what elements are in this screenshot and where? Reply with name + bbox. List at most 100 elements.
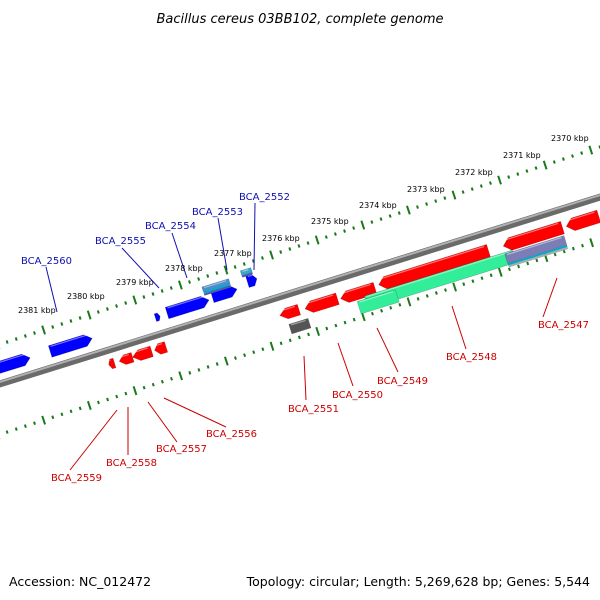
scale-label-2371: 2371 kbp [503,151,541,160]
outer-tick [96,310,100,314]
inner-tick [517,264,521,269]
leader-line [542,277,558,318]
gene-label-bca-2557[interactable]: BCA_2557 [156,444,207,455]
outer-tick [314,235,320,245]
reverse-gene-1 [118,352,135,365]
scale-label-2375: 2375 kbp [311,217,349,226]
inner-tick [197,368,201,372]
gene-label-bca-2550[interactable]: BCA_2550 [332,390,383,401]
forward-gene-0 [0,353,31,374]
inner-tick [434,291,438,295]
inner-tick [14,427,18,431]
inner-tick [297,335,301,340]
reverse-gene-7-body [378,244,491,290]
reverse-gene-4-highlight [280,305,296,312]
outer-tick [416,205,419,209]
feature-2553-body [239,267,253,277]
outer-tick [406,205,411,215]
gene-label-bca-2553[interactable]: BCA_2553 [192,207,243,218]
inner-tick [406,297,412,307]
feature-2552 [201,278,232,296]
reverse-gene-6 [340,281,378,303]
leader-line [69,409,118,471]
gene-label-bca-2551[interactable]: BCA_2551 [288,404,339,415]
inner-tick [571,246,575,251]
scale-label-2376: 2376 kbp [262,234,300,243]
gene-label-bca-2556[interactable]: BCA_2556 [206,429,257,440]
reverse-gene-6-highlight [340,283,371,295]
reverse-gene-5-body [304,292,340,313]
leader-line [303,355,307,401]
outer-tick [78,316,82,320]
outer-tick [261,256,264,260]
gray-gene-2551 [288,318,312,335]
inner-tick [425,294,429,298]
outer-tick [51,325,55,329]
outer-tick [434,199,438,203]
inner-tick [589,238,594,248]
outer-tick [86,310,92,320]
outer-tick [23,334,27,338]
outer-tick [451,190,457,200]
gene-label-bca-2547[interactable]: BCA_2547 [538,320,589,331]
inner-tick [142,385,146,390]
inner-tick [507,267,511,272]
inner-tick [562,249,566,254]
inner-tick [307,332,310,337]
gray-gene-2547-highlight [506,237,562,256]
inner-tick [360,312,366,322]
reverse-gene-2-body [132,345,154,361]
gene-label-bca-2552[interactable]: BCA_2552 [239,192,290,203]
outer-tick [516,172,520,176]
inner-tick [178,371,183,381]
gene-label-bca-2555[interactable]: BCA_2555 [95,236,146,247]
reverse-gene-1-body [118,352,135,365]
inner-tick [398,303,402,307]
outer-tick [142,295,146,299]
inner-tick [288,338,292,343]
inner-tick [389,305,393,310]
inner-tick [252,350,256,354]
inner-tick [371,311,374,316]
inner-tick [124,391,128,396]
scale-label-2377: 2377 kbp [214,249,252,258]
gene-label-bca-2554[interactable]: BCA_2554 [145,221,196,232]
forward-gene-3-body [164,295,210,320]
outer-tick [580,151,584,155]
feature-2553-stripe [241,272,253,278]
inner-tick [41,415,47,425]
gray-gene-2547 [504,235,569,268]
leader-line [121,247,160,289]
leader-line [163,397,227,428]
outer-tick [461,190,465,194]
inner-tick [60,412,64,417]
reverse-gene-7 [378,244,491,290]
reverse-gene-5-highlight [305,294,334,305]
outer-tick [206,274,210,278]
feature-2552-body [201,278,231,293]
outer-tick [425,202,429,206]
gene-label-bca-2558[interactable]: BCA_2558 [106,458,157,469]
outer-tick [215,271,219,275]
leader-line [45,266,58,313]
inner-tick [535,258,539,263]
outer-tick [525,169,529,173]
inner-tick [170,376,173,381]
gene-label-bca-2560[interactable]: BCA_2560 [21,256,72,267]
scale-label-2379: 2379 kbp [116,278,154,287]
inner-tick [86,400,92,411]
outer-tick [497,175,502,185]
reverse-gene-3-body [154,341,169,355]
gene-label-bca-2549[interactable]: BCA_2549 [377,376,428,387]
forward-gene-1-highlight [50,334,89,347]
outer-tick [41,325,46,335]
reverse-gene-8-body [502,221,565,251]
outer-tick [488,181,492,185]
inner-tick [206,365,210,369]
gene-label-bca-2559[interactable]: BCA_2559 [51,473,102,484]
inner-tick [279,341,283,346]
gene-label-bca-2548[interactable]: BCA_2548 [446,352,497,363]
leader-line [253,202,256,271]
inner-tick [325,326,329,331]
